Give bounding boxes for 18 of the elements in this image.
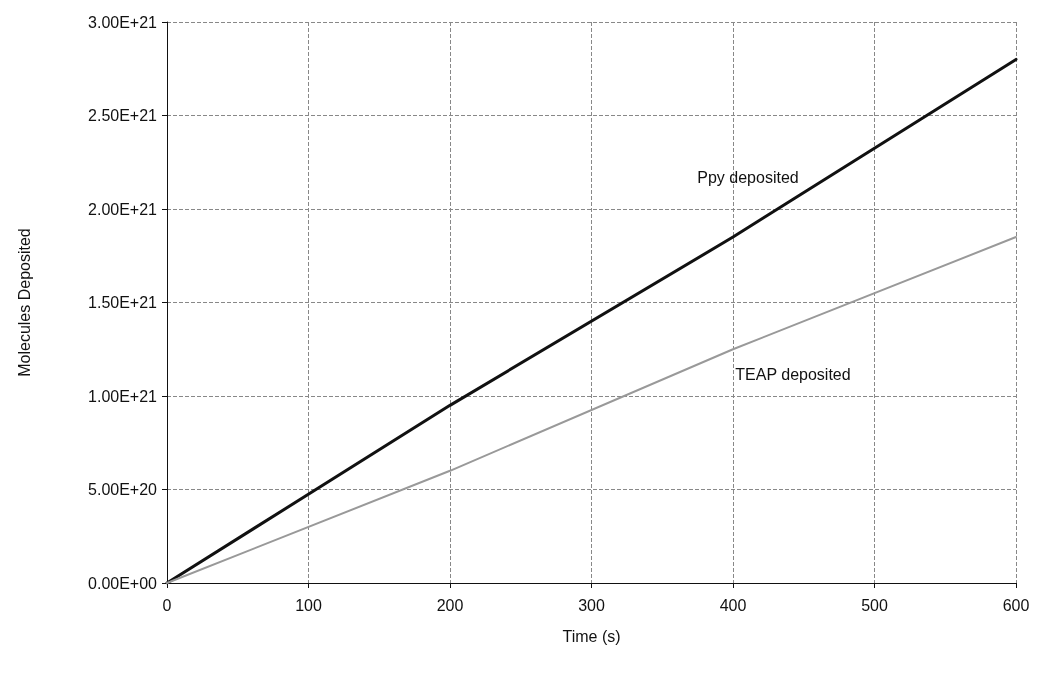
y-axis-title: Molecules Deposited — [15, 228, 33, 377]
y-tick-label: 0.00E+00 — [88, 574, 158, 592]
y-tick-label: 5.00E+20 — [88, 481, 158, 498]
y-tick-label: 2.50E+21 — [88, 107, 158, 124]
y-tick-label: 1.50E+21 — [88, 294, 158, 311]
series-label: TEAP deposited — [735, 365, 851, 383]
y-tick-label: 2.00E+21 — [88, 200, 158, 218]
x-tick-label: 100 — [295, 596, 322, 614]
y-tick-label: 1.00E+21 — [88, 387, 158, 405]
series-label: Ppy deposited — [697, 168, 799, 186]
x-tick-label: 600 — [1002, 596, 1030, 614]
y-tick-label: 3.00E+21 — [88, 13, 158, 31]
x-tick-label: 500 — [861, 596, 888, 614]
x-tick-label: 200 — [436, 596, 464, 614]
x-tick-label: 300 — [578, 596, 605, 614]
x-tick-label: 0 — [162, 596, 172, 614]
x-tick-label: 400 — [719, 596, 747, 614]
x-axis-title: Time (s) — [562, 627, 621, 645]
